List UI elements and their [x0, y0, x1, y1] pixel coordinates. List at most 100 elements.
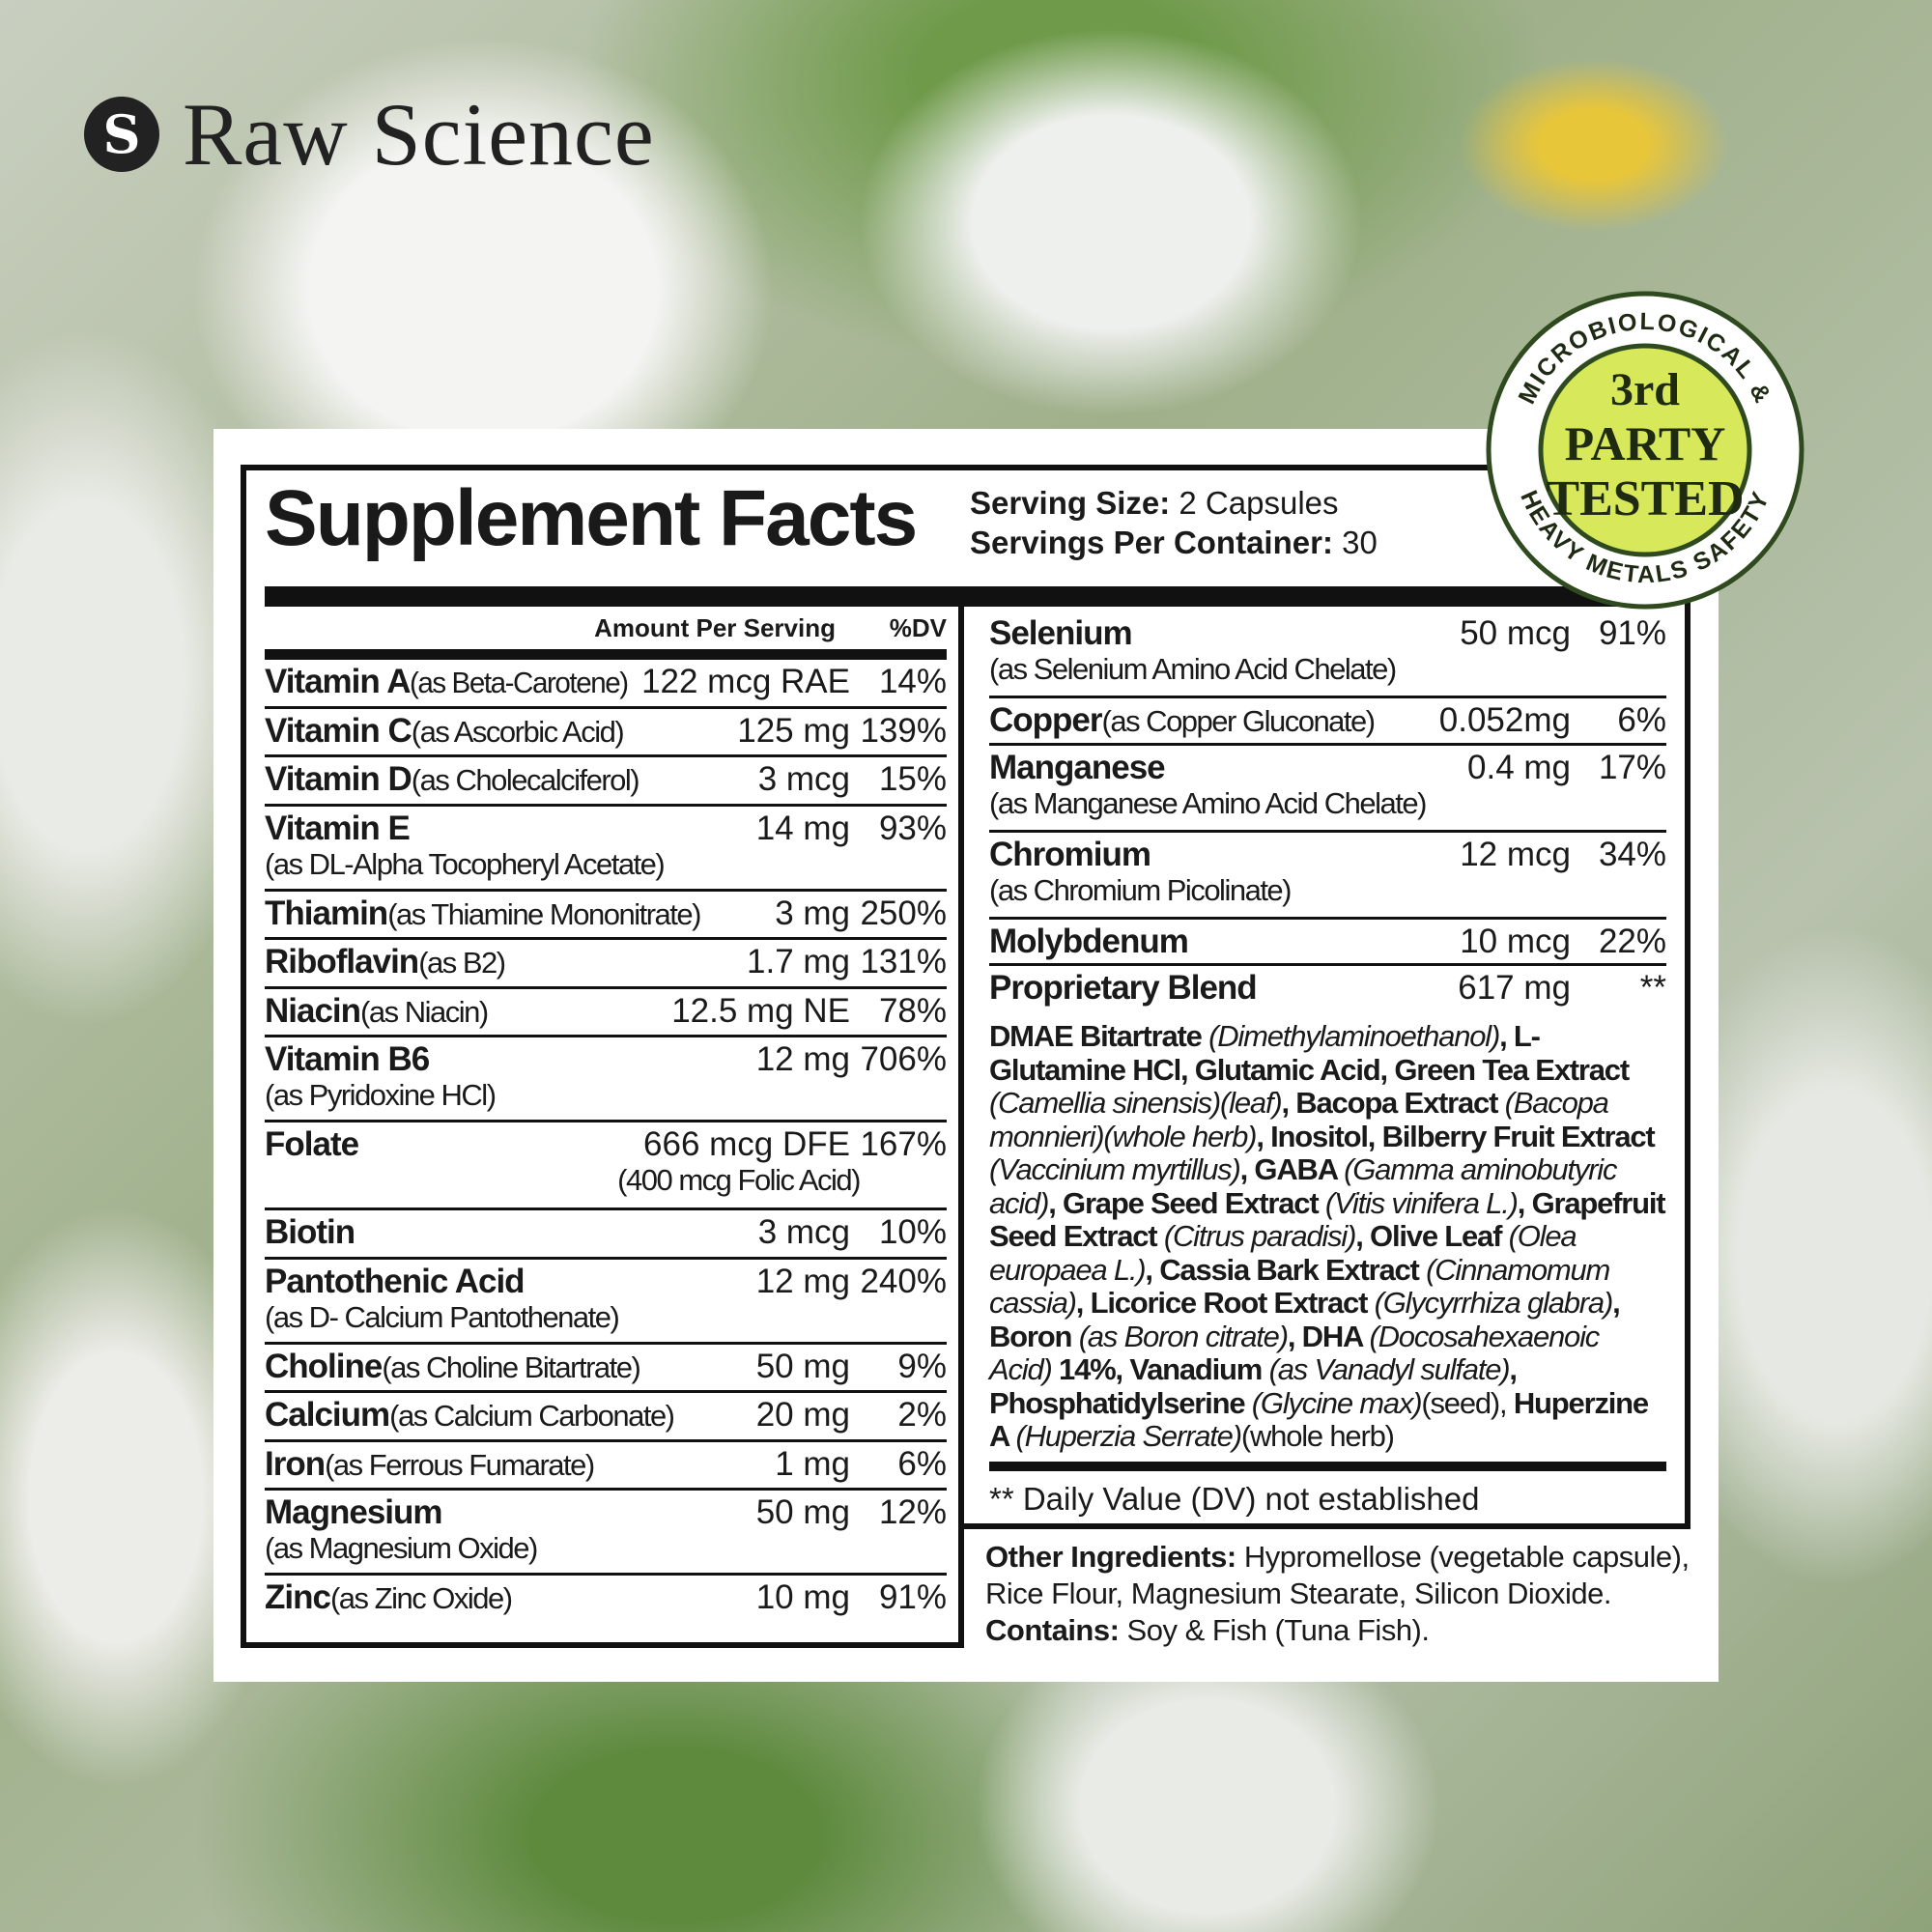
nutrient-dv: 91%	[1598, 614, 1666, 652]
nutrient-name-cell: Vitamin B6	[265, 1041, 745, 1078]
blend-ingredient-segment: , Phosphatidylserine	[989, 1352, 1518, 1420]
blend-ingredient-segment: (Huperzia Serrate)	[1015, 1419, 1242, 1453]
nutrient-row: Copper (as Copper Gluconate) 0.052mg 6%	[989, 698, 1666, 746]
nutrient-name: Magnesium	[265, 1493, 443, 1531]
nutrient-main-line: Copper (as Copper Gluconate) 0.052mg 6%	[989, 702, 1666, 740]
badge-inner-circle	[1538, 343, 1752, 557]
blend-ingredient-segment: , GABA	[1239, 1152, 1345, 1186]
nutrient-main-line: Manganese 0.4 mg 17%	[989, 750, 1666, 786]
nutrient-name-cell: Zinc (as Zinc Oxide)	[265, 1579, 745, 1617]
nutrient-source-line: (as Pyridoxine HCl)	[265, 1078, 947, 1112]
amount-header: Amount Per Serving	[594, 612, 836, 642]
column-header: Amount Per Serving %DV	[265, 607, 947, 660]
nutrient-dv: 6%	[1617, 701, 1666, 739]
nutrient-dv: 14%	[878, 663, 947, 700]
nutrient-name: Riboflavin	[265, 943, 419, 980]
nutrient-amount: 12 mcg	[1460, 836, 1571, 873]
dv-footnote: ** Daily Value (DV) not established	[989, 1481, 1480, 1517]
blend-ingredient-segment: , Bacopa Extract	[1281, 1086, 1505, 1120]
other-ingredients-text: Hypromellose (vegetable capsule), Rice F…	[985, 1540, 1690, 1610]
blend-ingredient-segment: (as Boron citrate)	[1078, 1319, 1289, 1353]
nutrient-dv: 139%	[860, 711, 947, 750]
nutrient-source-line: (as D- Calcium Pantothenate)	[265, 1300, 947, 1334]
nutrient-amount: 0.4 mg	[1467, 749, 1571, 786]
nutrient-amount: 1.7 mg	[747, 943, 850, 980]
nutrient-row: Magnesium 50 mg 12% (as Magnesium Oxide)	[265, 1491, 947, 1576]
nutrient-name: Chromium	[989, 836, 1151, 873]
nutrient-name: Manganese	[989, 749, 1166, 786]
nutrient-row: Folate 666 mcg DFE 167% (400 mcg Folic Acid…	[265, 1122, 947, 1210]
nutrient-source: (as Niacin)	[360, 994, 489, 1029]
nutrient-source: (as Beta-Carotene)	[410, 666, 629, 699]
nutrient-dv: 6%	[897, 1444, 947, 1483]
nutrient-name-cell: Riboflavin (as B2)	[265, 944, 735, 981]
proprietary-blend-row: Proprietary Blend 617 mg **	[989, 966, 1666, 1016]
nutrient-source: (as Choline Bitartrate)	[382, 1350, 641, 1384]
nutrient-source: (as B2)	[418, 946, 506, 980]
blend-ingredient-segment: (Vaccinium myrtillus)	[989, 1152, 1241, 1186]
nutrient-name-cell: Folate	[265, 1126, 632, 1163]
nutrient-dv: 15%	[878, 760, 947, 798]
nutrient-name-cell: Calcium (as Calcium Carbonate)	[265, 1397, 745, 1435]
nutrient-dv: 93%	[878, 809, 947, 847]
nutrient-name: Iron	[265, 1444, 326, 1483]
nutrient-main-line: Riboflavin (as B2) 1.7 mg 131%	[265, 944, 947, 981]
nutrient-source: (as DL-Alpha Tocopheryl Acetate)	[265, 846, 666, 881]
blend-ingredient-segment: (Vitis vinifera L.)	[1324, 1185, 1519, 1220]
nutrient-amount: 12 mg	[755, 1262, 850, 1300]
nutrient-dv: 131%	[860, 943, 947, 980]
nutrient-name-cell: Iron (as Ferrous Fumarate)	[265, 1444, 763, 1484]
nutrient-source-line: (as Magnesium Oxide)	[265, 1531, 947, 1565]
nutrient-dv: 167%	[860, 1125, 947, 1163]
nutrient-main-line: Niacin (as Niacin) 12.5 mg NE 78%	[265, 992, 947, 1031]
nutrient-main-line: Vitamin D (as Cholecalciferol) 3 mcg 15%	[265, 761, 947, 799]
nutrient-dv: 2%	[897, 1396, 947, 1434]
nutrient-name-cell: Chromium	[989, 837, 1448, 873]
nutrient-name: Vitamin D	[265, 760, 412, 798]
nutrient-row: Niacin (as Niacin) 12.5 mg NE 78%	[265, 989, 947, 1037]
nutrient-source: (as Cholecalciferol)	[411, 763, 640, 797]
nutrient-amount: 20 mg	[755, 1396, 850, 1434]
blend-ingredient-segment: (Docosahexaenoic Acid)	[989, 1319, 1600, 1386]
blend-ingredient-segment: , Grape Seed Extract	[1048, 1185, 1325, 1220]
nutrient-name-cell: Vitamin C (as Ascorbic Acid)	[265, 711, 725, 751]
other-ingredients-label: Other Ingredients:	[985, 1540, 1236, 1574]
right-nutrient-column: Selenium 50 mcg 91% (as Selenium Amino Acid…	[989, 611, 1666, 1454]
nutrient-name-cell: Molybdenum	[989, 923, 1448, 960]
nutrient-name: Vitamin A	[265, 663, 411, 700]
nutrient-row: Iron (as Ferrous Fumarate) 1 mg 6%	[265, 1442, 947, 1491]
nutrient-amount: 50 mcg	[1460, 614, 1571, 652]
nutrient-name: Biotin	[265, 1213, 355, 1251]
nutrient-main-line: Vitamin C (as Ascorbic Acid) 125 mg 139%	[265, 711, 947, 751]
nutrient-row: Riboflavin (as B2) 1.7 mg 131%	[265, 940, 947, 989]
nutrient-dv: 706%	[860, 1040, 947, 1078]
nutrient-amount: 10 mg	[755, 1578, 850, 1616]
nutrient-main-line: Vitamin E 14 mg 93%	[265, 810, 947, 847]
nutrient-source-line: (as Selenium Amino Acid Chelate)	[989, 652, 1666, 686]
column-divider	[958, 607, 964, 1648]
nutrient-amount: 10 mcg	[1460, 923, 1571, 960]
nutrient-main-line: Biotin 3 mcg 10%	[265, 1214, 947, 1251]
leaf-s-logo-icon: S	[84, 97, 159, 172]
nutrient-name: Thiamin	[265, 894, 388, 932]
nutrient-row: Vitamin B6 12 mg 706% (as Pyridoxine HCl)	[265, 1037, 947, 1122]
blend-ingredient-segment: (Camellia sinensis)(leaf)	[989, 1086, 1283, 1120]
serving-info: Serving Size: 2 Capsules Servings Per Co…	[970, 483, 1378, 562]
nutrient-row: Calcium (as Calcium Carbonate) 20 mg 2%	[265, 1393, 947, 1442]
badge-line-2: PARTY	[1565, 416, 1726, 470]
nutrient-main-line: Vitamin A (as Beta-Carotene) 122 mcg RAE 1…	[265, 664, 947, 701]
contains-label: Contains:	[985, 1613, 1120, 1647]
blend-ingredient-segment: , DHA	[1287, 1319, 1370, 1353]
nutrient-row: Zinc (as Zinc Oxide) 10 mg 91%	[265, 1576, 947, 1625]
nutrient-source: (as Magnesium Oxide)	[265, 1531, 538, 1565]
nutrient-source: (as Zinc Oxide)	[329, 1581, 513, 1615]
nutrient-name-cell: Thiamin (as Thiamine Mononitrate)	[265, 895, 763, 933]
nutrient-dv: 250%	[860, 894, 947, 932]
nutrient-row: Selenium 50 mcg 91% (as Selenium Amino Acid…	[989, 611, 1666, 698]
blend-ingredient-segment: , Boron	[989, 1286, 1621, 1353]
nutrient-name: Vitamin C	[265, 711, 412, 750]
nutrient-source-line: (as Chromium Picolinate)	[989, 873, 1666, 907]
blend-ingredient-segment: (Gamma aminobutyric acid)	[989, 1152, 1617, 1220]
nutrient-name: Pantothenic Acid	[265, 1262, 526, 1300]
nutrient-main-line: Folate 666 mcg DFE 167%	[265, 1126, 947, 1163]
